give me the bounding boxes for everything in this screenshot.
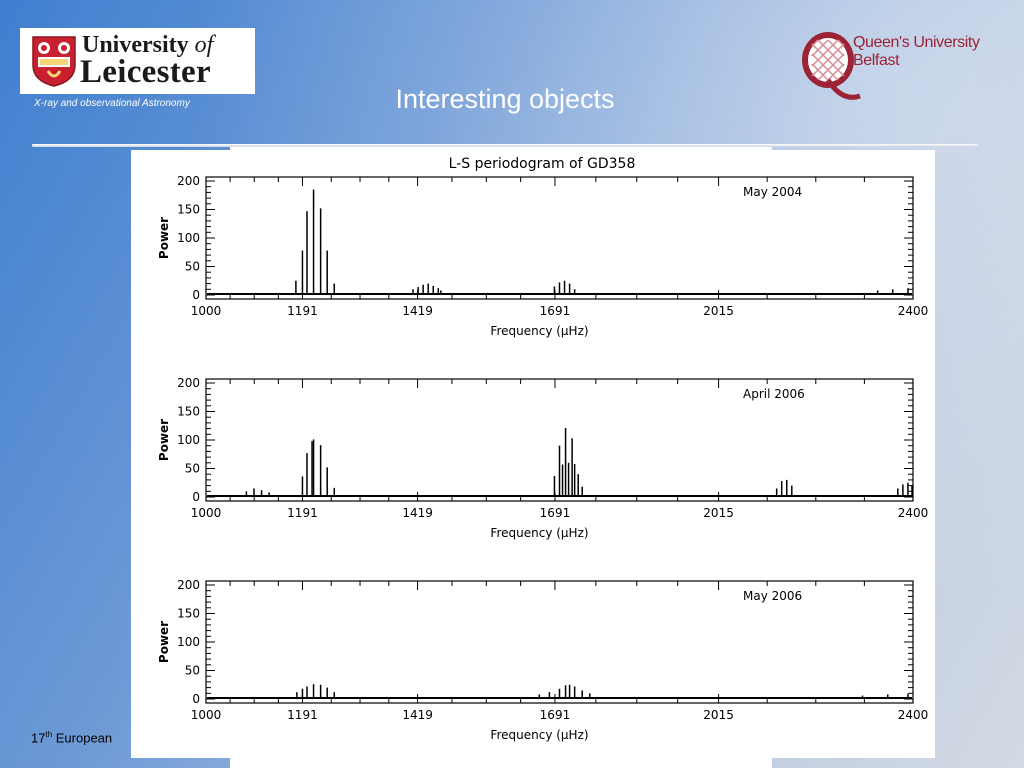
queens-university-belfast-logo	[802, 32, 861, 100]
x-tick-label: 1691	[540, 304, 571, 318]
leicester-wordmark: Leicester	[80, 54, 211, 90]
x-tick-label: 2400	[898, 304, 929, 318]
y-tick-label: 50	[185, 462, 200, 476]
university-wordmark: University of	[82, 32, 214, 58]
slide-title: Interesting objects	[395, 84, 615, 114]
x-tick-label: 2015	[703, 708, 734, 722]
department-subtitle: X-ray and observational Astronomy	[34, 98, 190, 109]
x-tick-label: 2015	[703, 506, 734, 520]
x-tick-label: 1419	[402, 708, 433, 722]
periodogram-chart: L-S periodogram of GD358 0 50 100 150 200 100…	[157, 156, 929, 742]
x-axis-label: Frequency (μHz)	[490, 324, 588, 338]
y-tick-label: 150	[177, 607, 200, 621]
x-tick-label: 1000	[191, 708, 222, 722]
y-tick-label: 100	[177, 231, 200, 245]
panel-label: April 2006	[743, 387, 805, 401]
y-tick-label: 0	[192, 288, 200, 302]
university-of-leicester-logo: University of Leicester	[20, 28, 255, 94]
x-tick-label: 1000	[191, 506, 222, 520]
y-tick-label: 150	[177, 203, 200, 217]
y-axis-label: Power	[157, 217, 171, 259]
chart-title: L-S periodogram of GD358	[449, 156, 636, 172]
header-divider	[32, 144, 978, 147]
qub-q-emblem-icon	[802, 32, 861, 100]
y-tick-label: 0	[192, 692, 200, 706]
qub-line1: Queen's University	[853, 34, 980, 51]
y-tick-label: 0	[192, 490, 200, 504]
y-axis-label: Power	[157, 419, 171, 461]
x-tick-label: 1691	[540, 506, 571, 520]
footer-conference-text: 17th European	[31, 730, 113, 746]
x-tick-label: 2015	[703, 304, 734, 318]
y-tick-label: 150	[177, 405, 200, 419]
panel-label: May 2004	[743, 185, 802, 199]
y-tick-label: 50	[185, 664, 200, 678]
y-tick-label: 100	[177, 635, 200, 649]
x-tick-label: 2400	[898, 708, 929, 722]
x-tick-label: 1691	[540, 708, 571, 722]
panel-label: May 2006	[743, 589, 802, 603]
x-tick-label: 1000	[191, 304, 222, 318]
x-tick-label: 1419	[402, 506, 433, 520]
x-tick-label: 1191	[287, 506, 318, 520]
x-tick-label: 1191	[287, 304, 318, 318]
x-tick-label: 2400	[898, 506, 929, 520]
plot-frame-3	[205, 580, 914, 704]
y-tick-label: 200	[177, 174, 200, 188]
x-tick-label: 1191	[287, 708, 318, 722]
qub-line2: Belfast	[853, 52, 900, 69]
y-tick-label: 50	[185, 260, 200, 274]
qub-wordmark: Queen's University Belfast	[853, 34, 980, 70]
x-tick-label: 1419	[402, 304, 433, 318]
plot-frame-1	[205, 176, 914, 300]
x-axis-label: Frequency (μHz)	[490, 526, 588, 540]
y-tick-label: 100	[177, 433, 200, 447]
y-tick-label: 200	[177, 376, 200, 390]
x-axis-label: Frequency (μHz)	[490, 728, 588, 742]
y-tick-label: 200	[177, 578, 200, 592]
y-axis-label: Power	[157, 621, 171, 663]
leicester-crest-icon	[32, 36, 76, 87]
